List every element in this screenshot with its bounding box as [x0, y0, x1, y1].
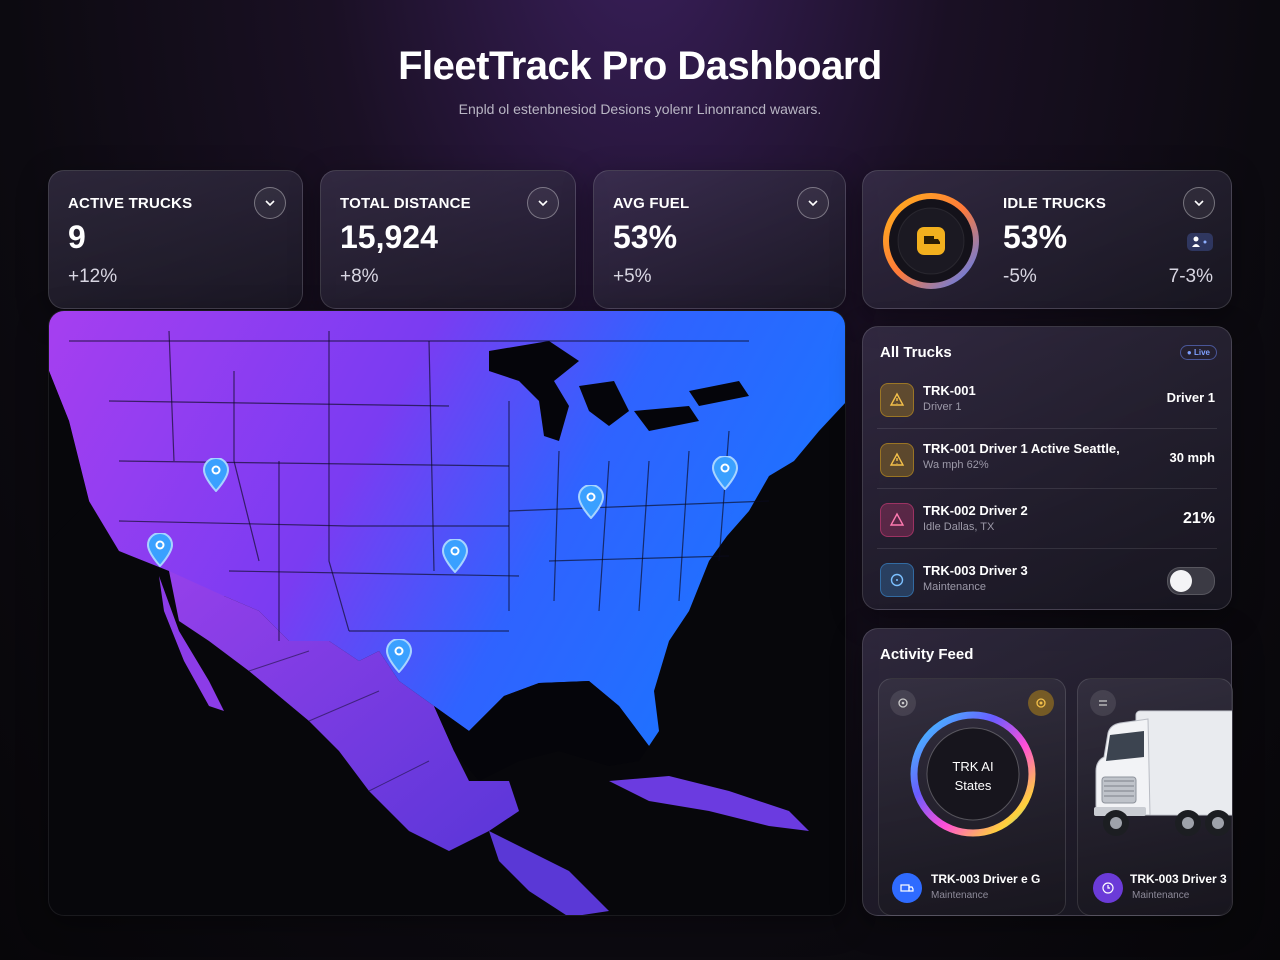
stat-label: AVG FUEL	[613, 195, 690, 212]
warning-icon	[880, 443, 914, 477]
stat-value: 53%	[613, 219, 678, 255]
central-america-region	[489, 831, 609, 915]
idle-gauge-ring	[883, 193, 979, 289]
truck-right-value: 21%	[1182, 510, 1215, 527]
state-borders	[69, 330, 770, 641]
panel-title: All Trucks	[880, 344, 952, 361]
page-title: FleetTrack Pro Dashboard	[398, 44, 882, 88]
clock-icon	[880, 563, 914, 597]
fleet-map[interactable]	[48, 310, 846, 916]
activity-card[interactable]: TRK-003 Driver 3 Maintenance	[1077, 678, 1233, 916]
chevron-down-icon[interactable]	[1183, 187, 1215, 219]
truck-right-value: 30 mph	[1169, 450, 1215, 465]
panel-title: Activity Feed	[880, 646, 974, 663]
stat-label: TOTAL DISTANCE	[340, 195, 471, 212]
truck-sub: Driver 1	[923, 401, 962, 413]
activity-name: TRK-003 Driver e G	[931, 872, 1041, 886]
truck-name: TRK-002 Driver 2	[923, 503, 1028, 518]
truck-sub: Idle Dallas, TX	[923, 521, 995, 533]
stat-delta: +12%	[68, 266, 118, 287]
stat-value: 15,924	[340, 219, 438, 255]
settings-icon[interactable]	[890, 690, 916, 716]
activity-sub: Maintenance	[931, 890, 989, 901]
great-lakes	[489, 341, 749, 441]
stat-label: IDLE TRUCKS	[1003, 195, 1107, 212]
truck-right-value: Driver 1	[1166, 390, 1215, 405]
stat-value: 53%	[1003, 219, 1068, 255]
truck-name: TRK-001 Driver 1 Active Seattle,	[923, 441, 1120, 456]
alert-icon	[880, 503, 914, 537]
warning-icon	[880, 383, 914, 417]
usa-region	[49, 311, 845, 746]
cuba-region	[609, 776, 809, 831]
target-icon[interactable]	[1028, 690, 1054, 716]
chevron-down-icon[interactable]	[254, 187, 286, 219]
ring-label: States	[954, 778, 992, 793]
activity-card[interactable]: TRK AI States TRK-003 Driver e G Mainten…	[878, 678, 1066, 916]
stat-card-avg-fuel[interactable]: AVG FUEL 53% +5%	[593, 170, 846, 309]
stat-card-active-trucks[interactable]: ACTIVE TRUCKS 9 +12%	[48, 170, 303, 309]
stat-card-idle-trucks[interactable]: IDLE TRUCKS 53% -5% 7-3%	[862, 170, 1232, 309]
page-subtitle: Enpld ol estenbnesiod Desions yolenr Lin…	[458, 101, 822, 117]
activity-feed-panel: Activity Feed TRK AI States TRK-003 Driv…	[862, 628, 1233, 916]
maintenance-toggle[interactable]	[1167, 567, 1215, 595]
status-ring	[910, 711, 1036, 837]
truck-sub: Maintenance	[923, 581, 986, 593]
mexico-region	[169, 571, 519, 851]
truck-name: TRK-001	[923, 383, 976, 398]
stat-label: ACTIVE TRUCKS	[68, 195, 193, 212]
stat-secondary: 7-3%	[1168, 266, 1213, 287]
truck-row[interactable]: TRK-001 Driver 1 Driver 1	[877, 370, 1217, 429]
stat-delta: -5%	[1003, 266, 1037, 287]
truck-row[interactable]: TRK-001 Driver 1 Active Seattle, Wa mph …	[877, 430, 1217, 489]
trucks-list-panel: All Trucks ● Live TRK-001 Driver 1 Drive…	[862, 326, 1232, 610]
gulf-of-mexico	[434, 681, 649, 781]
stat-value: 9	[68, 219, 86, 255]
chevron-down-icon[interactable]	[527, 187, 559, 219]
toggle-knob	[1170, 570, 1192, 592]
truck-image	[1094, 710, 1232, 836]
ring-label: TRK AI	[952, 759, 994, 774]
stat-card-total-distance[interactable]: TOTAL DISTANCE 15,924 +8%	[320, 170, 576, 309]
clock-icon	[1093, 873, 1123, 903]
live-badge: ● Live	[1179, 345, 1217, 360]
truck-sub: Wa mph 62%	[923, 459, 989, 471]
activity-sub: Maintenance	[1132, 890, 1190, 901]
truck-row[interactable]: TRK-003 Driver 3 Maintenance	[877, 550, 1217, 608]
menu-icon[interactable]	[1090, 690, 1116, 716]
us-map	[49, 311, 845, 915]
person-icon	[1187, 233, 1213, 251]
activity-name: TRK-003 Driver 3	[1130, 872, 1227, 886]
truck-icon	[892, 873, 922, 903]
stat-delta: +5%	[613, 266, 652, 287]
truck-row[interactable]: TRK-002 Driver 2 Idle Dallas, TX 21%	[877, 490, 1217, 549]
truck-name: TRK-003 Driver 3	[923, 563, 1028, 578]
stat-delta: +8%	[340, 266, 379, 287]
chevron-down-icon[interactable]	[797, 187, 829, 219]
